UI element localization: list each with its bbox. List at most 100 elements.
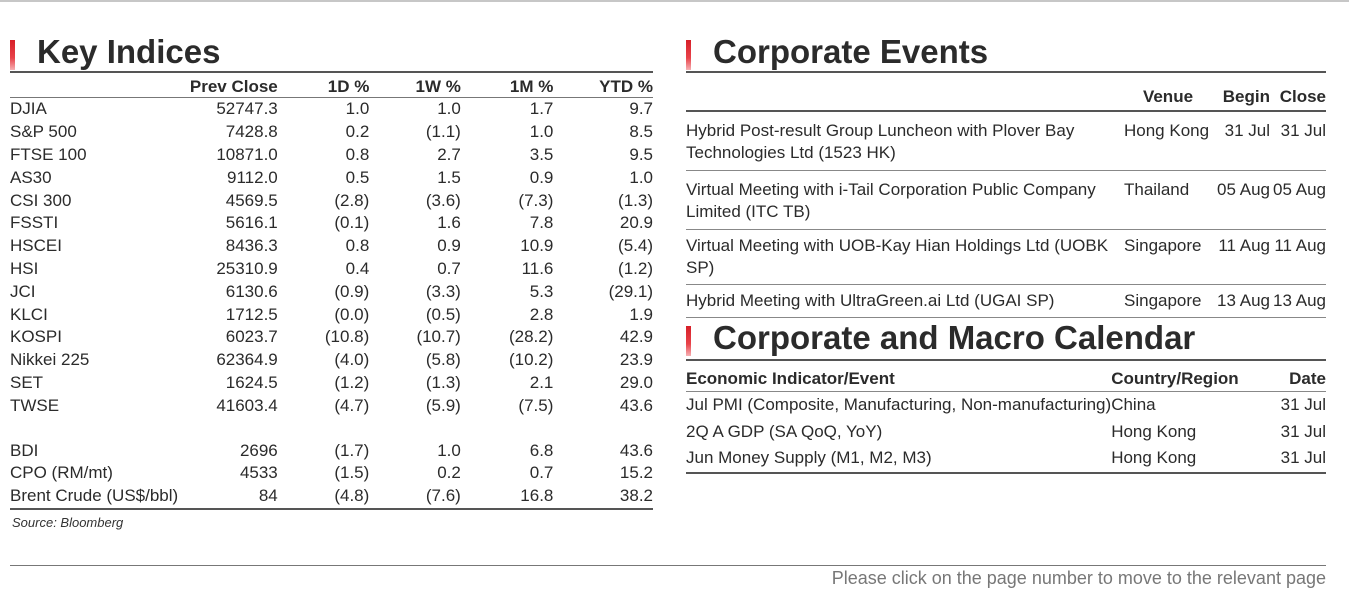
index-name: Nikkei 225 xyxy=(10,350,90,370)
index-value: (1.7) xyxy=(334,440,370,460)
index-value: 38.2 xyxy=(553,484,653,510)
calendar-event: Jun Money Supply (M1, M2, M3) xyxy=(686,445,1112,474)
table-row: TWSE 41603.4 (4.7) (5.9) (7.5) 43.6 xyxy=(10,394,653,417)
event-venue: Hong Kong xyxy=(1124,111,1212,171)
index-value: 0.2 xyxy=(437,463,461,483)
index-value: 7428.8 xyxy=(225,122,278,142)
index-name: AS30 xyxy=(10,167,52,187)
index-value: 1.5 xyxy=(437,167,461,187)
index-value: 41603.4 xyxy=(216,395,278,415)
footer-rule xyxy=(10,565,1326,566)
key-indices-top-rule xyxy=(10,71,653,73)
event-begin: 31 Jul xyxy=(1212,111,1270,171)
calendar-date: 31 Jul xyxy=(1256,445,1326,474)
event-row: Hybrid Post-result Group Luncheon with P… xyxy=(686,111,1326,171)
table-row: HSI 25310.9 0.4 0.7 11.6 (1.2) xyxy=(10,258,653,281)
calendar-date: 31 Jul xyxy=(1280,395,1326,415)
event-venue: Singapore xyxy=(1124,229,1212,285)
top-border xyxy=(0,0,1349,2)
section-marker xyxy=(686,40,691,70)
index-value: 0.2 xyxy=(345,122,370,142)
event-close: 13 Aug xyxy=(1270,284,1326,318)
index-value: 0.7 xyxy=(529,463,554,483)
index-value: 1624.5 xyxy=(225,372,278,392)
event-close: 11 Aug xyxy=(1270,229,1326,285)
column-header xyxy=(686,84,1124,112)
event-row: Virtual Meeting with UOB-Kay Hian Holdin… xyxy=(686,229,1326,285)
index-value: (10.8) xyxy=(324,327,370,347)
column-header xyxy=(10,77,190,98)
index-name: KLCI xyxy=(10,304,48,324)
index-value: 1.6 xyxy=(437,213,461,233)
index-value: 43.6 xyxy=(619,440,653,460)
index-value: (29.1) xyxy=(608,281,653,301)
index-name: S&P 500 xyxy=(10,122,77,142)
index-value: 2696 xyxy=(239,440,278,460)
index-value: 4569.5 xyxy=(225,190,278,210)
index-value: 0.7 xyxy=(437,258,461,278)
section-marker xyxy=(686,326,691,356)
index-value: 16.8 xyxy=(460,484,554,510)
calendar-event: Jul PMI (Composite, Manufacturing, Non-m… xyxy=(686,395,1112,415)
index-value: 1712.5 xyxy=(225,304,278,324)
index-name: BDI xyxy=(10,440,39,460)
index-value: 6023.7 xyxy=(225,327,278,347)
index-value: 7.8 xyxy=(529,213,554,233)
corporate-events-title: Corporate Events xyxy=(713,33,989,70)
calendar-date: 31 Jul xyxy=(1280,421,1326,441)
calendar-header: Corporate and Macro Calendar xyxy=(686,320,1195,356)
index-value: (4.0) xyxy=(334,350,370,370)
index-value: (4.8) xyxy=(277,484,370,510)
index-value: 52747.3 xyxy=(216,99,278,119)
index-value: (7.6) xyxy=(369,484,461,510)
index-value: (10.2) xyxy=(508,350,554,370)
index-value: 1.0 xyxy=(345,99,370,119)
index-value: 2.8 xyxy=(529,304,554,324)
index-name: DJIA xyxy=(10,99,47,119)
event-begin: 05 Aug xyxy=(1212,170,1270,230)
spacer-cell xyxy=(10,417,653,439)
calendar-row: 2Q A GDP (SA QoQ, YoY) Hong Kong 31 Jul xyxy=(686,419,1326,446)
index-value: 62364.9 xyxy=(216,350,278,370)
calendar-title: Corporate and Macro Calendar xyxy=(713,319,1196,356)
index-value: 0.9 xyxy=(529,167,554,187)
index-value: 6130.6 xyxy=(225,281,278,301)
index-value: 6.8 xyxy=(529,440,554,460)
index-value: 0.8 xyxy=(345,144,370,164)
index-value: 20.9 xyxy=(619,213,653,233)
calendar-region: Hong Kong xyxy=(1111,445,1257,474)
calendar-row: Jun Money Supply (M1, M2, M3) Hong Kong 31… xyxy=(686,445,1326,474)
event-name: Hybrid Meeting with UltraGreen.ai Ltd (U… xyxy=(686,284,1124,318)
column-header: 1D % xyxy=(277,77,370,98)
table-row: FSSTI 5616.1 (0.1) 1.6 7.8 20.9 xyxy=(10,212,653,235)
corporate-events-header-row: Venue Begin Close xyxy=(686,84,1326,112)
column-header: YTD % xyxy=(553,77,653,98)
source-note: Source: Bloomberg xyxy=(12,515,124,530)
calendar-event: 2Q A GDP (SA QoQ, YoY) xyxy=(686,421,883,441)
key-indices-header-row: Prev Close 1D % 1W % 1M % YTD % xyxy=(10,77,653,98)
spacer-row xyxy=(10,417,653,439)
footer-note: Please click on the page number to move … xyxy=(831,568,1326,588)
column-header: Date xyxy=(1256,367,1326,392)
key-indices-header: Key Indices xyxy=(10,34,220,70)
calendar-region: China xyxy=(1111,395,1156,415)
index-name: KOSPI xyxy=(10,327,62,347)
table-row: CSI 300 4569.5 (2.8) (3.6) (7.3) (1.3) xyxy=(10,189,653,212)
index-value: 15.2 xyxy=(619,463,653,483)
table-row: HSCEI 8436.3 0.8 0.9 10.9 (5.4) xyxy=(10,235,653,258)
index-value: (10.7) xyxy=(416,327,461,347)
index-value: 2.1 xyxy=(529,372,554,392)
index-name: FTSE 100 xyxy=(10,144,87,164)
event-venue: Singapore xyxy=(1124,284,1212,318)
index-value: 9.7 xyxy=(629,99,653,119)
index-value: (1.2) xyxy=(334,372,370,392)
index-value: (3.3) xyxy=(425,281,461,301)
index-value: (5.8) xyxy=(425,350,461,370)
table-row: KOSPI 6023.7 (10.8) (10.7) (28.2) 42.9 xyxy=(10,326,653,349)
index-value: 9112.0 xyxy=(227,167,278,187)
calendar-row: Jul PMI (Composite, Manufacturing, Non-m… xyxy=(686,392,1326,419)
event-close: 05 Aug xyxy=(1270,170,1326,230)
index-name: HSI xyxy=(10,258,39,278)
index-value: (0.0) xyxy=(334,304,370,324)
index-value: 0.4 xyxy=(345,258,370,278)
